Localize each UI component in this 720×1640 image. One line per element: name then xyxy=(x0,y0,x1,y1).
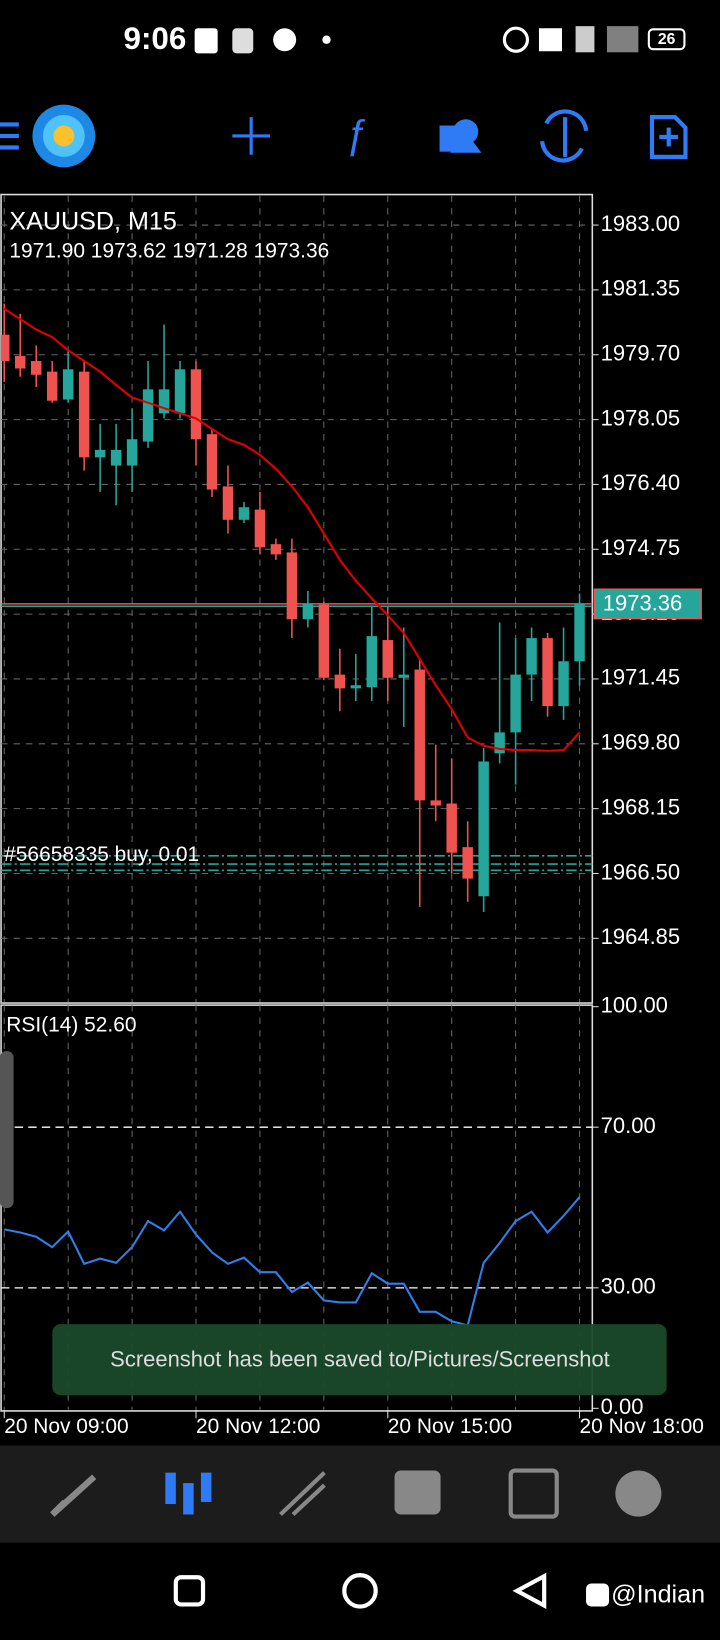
candle-body xyxy=(158,389,170,414)
candle-body xyxy=(254,509,266,548)
rsi-y-tick-label: 70.00 xyxy=(601,1113,656,1138)
watermark: @Indian xyxy=(611,1581,705,1609)
app-logo[interactable] xyxy=(32,104,96,168)
candle-body xyxy=(238,507,250,520)
main-pane: #56658335 buy, 0.01 xyxy=(1,195,593,1002)
trade-tab[interactable] xyxy=(279,1471,326,1517)
candle-body xyxy=(494,732,505,754)
objects-button[interactable] xyxy=(439,119,482,153)
y-tick-label: 1966.50 xyxy=(601,859,680,884)
candle-body xyxy=(62,369,74,400)
history-tab[interactable] xyxy=(394,1470,441,1515)
status-icons xyxy=(194,26,686,54)
candle-body xyxy=(142,389,154,442)
new-order-button[interactable] xyxy=(649,115,688,159)
main-pane-frame xyxy=(0,193,594,1004)
candle-body xyxy=(302,603,314,620)
candle-body xyxy=(446,803,457,853)
candle-body xyxy=(334,674,346,689)
x-tick-label: 20 Nov 09:00 xyxy=(4,1415,128,1438)
rsi-line xyxy=(4,1196,581,1327)
candle-body xyxy=(270,544,282,555)
rsi-title: RSI(14) 52.60 xyxy=(6,1014,136,1037)
last-price-box xyxy=(593,588,702,620)
axes: 1983.00 1981.35 1979.70 1978.05 1976.40 1974.… xyxy=(3,211,704,1438)
candle-body xyxy=(174,369,186,414)
indicators-button[interactable]: ƒ xyxy=(345,113,367,159)
y-tick-label: 1969.80 xyxy=(601,730,680,755)
y-tick-label: 1978.05 xyxy=(601,405,680,430)
candle-body xyxy=(574,603,585,662)
candle-body xyxy=(78,371,90,458)
candle-body xyxy=(414,669,425,801)
candle-body xyxy=(126,439,138,466)
side-handle[interactable] xyxy=(0,1051,14,1209)
recents-button[interactable] xyxy=(173,1575,206,1607)
candle-body xyxy=(430,800,441,806)
last-price-label: 1973.36 xyxy=(603,591,682,616)
candle-body xyxy=(110,449,122,466)
home-button[interactable] xyxy=(342,1573,378,1609)
order-label: #56658335 buy, 0.01 xyxy=(4,843,199,866)
chart-title: XAUUSD, M15 xyxy=(9,207,176,235)
candle-body xyxy=(462,847,473,879)
news-tab[interactable] xyxy=(508,1468,559,1519)
quotes-tab[interactable] xyxy=(50,1474,97,1517)
y-tick-label: 1968.15 xyxy=(601,794,680,819)
trade-button[interactable] xyxy=(540,109,589,163)
x-tick-label: 20 Nov 18:00 xyxy=(580,1415,704,1438)
candle-body xyxy=(30,361,42,375)
candle-body xyxy=(526,638,537,675)
candle-body xyxy=(1,334,10,362)
candle-body xyxy=(478,761,489,897)
candle-body xyxy=(46,371,58,401)
clock: 9:06 xyxy=(123,21,186,56)
candle-body xyxy=(94,449,106,458)
y-tick-label: 1964.85 xyxy=(601,924,680,949)
crosshair-button[interactable] xyxy=(232,117,270,155)
bottom-nav xyxy=(0,1445,720,1543)
candle-body xyxy=(398,674,409,678)
rsi-y-tick-label: 0.00 xyxy=(601,1394,644,1419)
candle-body xyxy=(222,486,234,520)
candle-body xyxy=(286,552,298,620)
toast-text: Screenshot has been saved to/Pictures/Sc… xyxy=(110,1347,610,1372)
y-tick-label: 1979.70 xyxy=(601,341,680,366)
candle-body xyxy=(190,369,202,440)
moving-average xyxy=(3,307,581,752)
rsi-y-tick-label: 30.00 xyxy=(601,1274,656,1299)
candle-body xyxy=(366,636,378,688)
candle-body xyxy=(318,604,330,678)
chat-tab[interactable] xyxy=(615,1470,662,1517)
battery-level: 26 xyxy=(658,31,676,48)
candle-body xyxy=(14,355,26,369)
y-tick-label: 1976.40 xyxy=(601,470,680,495)
candle-body xyxy=(542,638,553,707)
toast xyxy=(52,1324,667,1396)
chart-tab[interactable] xyxy=(165,1472,212,1515)
x-tick-label: 20 Nov 12:00 xyxy=(196,1415,320,1438)
y-tick-label: 1983.00 xyxy=(601,211,680,236)
y-tick-label: 1971.45 xyxy=(601,665,680,690)
y-tick-label: 1981.35 xyxy=(601,276,680,301)
watermark-icon xyxy=(586,1583,610,1607)
y-tick-label: 1974.75 xyxy=(601,535,680,560)
candle-body xyxy=(350,685,362,689)
menu-button[interactable] xyxy=(0,122,19,150)
candle-body xyxy=(206,434,218,490)
back-button[interactable] xyxy=(512,1572,547,1609)
candle-body xyxy=(558,661,569,707)
rsi-y-tick-label: 100.00 xyxy=(601,992,668,1017)
candle-body xyxy=(382,640,394,678)
candle-body xyxy=(510,674,521,733)
x-tick-label: 20 Nov 15:00 xyxy=(388,1415,512,1438)
ohlc-summary: 1971.90 1973.62 1971.28 1973.36 xyxy=(9,240,329,263)
rsi-pane-frame xyxy=(0,1004,594,1412)
